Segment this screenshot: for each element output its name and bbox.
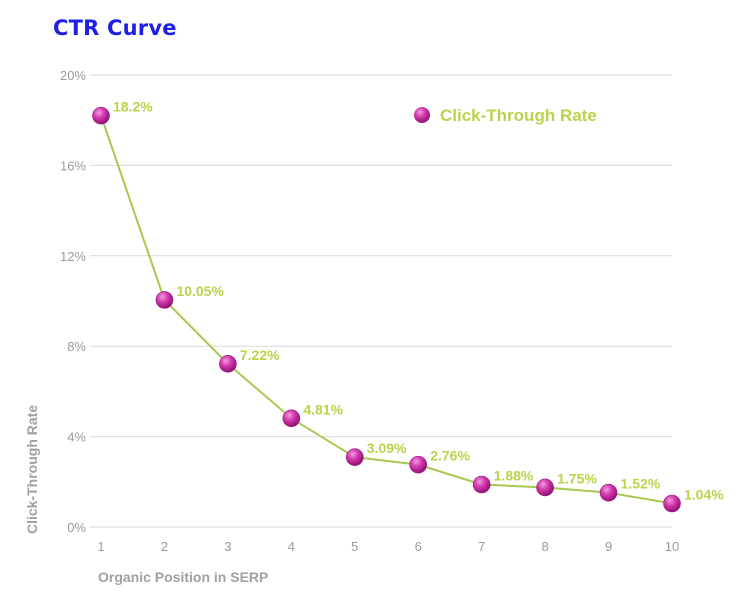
data-label: 1.52%	[621, 476, 661, 492]
series-line-layer	[100, 115, 673, 505]
series-line	[100, 115, 673, 505]
data-point	[345, 448, 364, 466]
y-tick-label: 20%	[60, 68, 86, 83]
x-tick-label: 6	[415, 539, 422, 554]
y-tick-label: 0%	[67, 520, 86, 535]
y-tick-label: 8%	[67, 339, 86, 354]
x-tick-label: 3	[224, 539, 231, 554]
legend-marker	[414, 107, 430, 123]
x-tick-label: 1	[97, 539, 104, 554]
chart-title: CTR Curve	[53, 16, 177, 40]
data-label: 1.04%	[684, 486, 724, 502]
legend: Click-Through Rate	[414, 106, 597, 125]
data-label: 3.09%	[367, 440, 407, 456]
x-tick-label: 8	[541, 539, 548, 554]
data-labels: 18.2% 10.05% 7.22% 4.81% 3.09% 2.76% 1.88% 1.75…	[113, 99, 724, 503]
series-markers	[92, 106, 681, 513]
data-label: 2.76%	[430, 448, 470, 464]
data-label: 4.81%	[303, 401, 343, 417]
x-axis-ticks: 1 2 3 4 5 6 7 8 9 10	[97, 539, 679, 554]
x-tick-label: 9	[605, 539, 612, 554]
y-axis-title: Click-Through Rate	[24, 405, 40, 534]
data-label: 18.2%	[113, 99, 153, 115]
y-tick-label: 12%	[60, 249, 86, 264]
x-tick-label: 7	[478, 539, 485, 554]
y-axis-ticks: 0% 4% 8% 12% 16% 20%	[60, 68, 86, 535]
data-point	[219, 355, 237, 373]
x-tick-label: 5	[351, 539, 358, 554]
data-label: 1.75%	[557, 470, 597, 486]
y-tick-label: 16%	[60, 158, 86, 173]
x-axis-title: Organic Position in SERP	[98, 569, 268, 585]
legend-label: Click-Through Rate	[440, 106, 597, 125]
data-point	[282, 409, 301, 428]
data-point	[409, 455, 428, 474]
x-tick-label: 2	[161, 539, 168, 554]
data-label: 7.22%	[240, 347, 280, 363]
data-point	[536, 478, 554, 497]
data-point	[472, 475, 491, 494]
data-point	[663, 494, 681, 513]
data-point	[92, 106, 110, 125]
x-tick-label: 10	[665, 539, 679, 554]
data-point	[599, 483, 618, 502]
x-tick-label: 4	[288, 539, 295, 554]
y-tick-label: 4%	[67, 430, 86, 445]
data-point	[155, 291, 174, 309]
data-label: 1.88%	[494, 468, 534, 484]
data-label: 10.05%	[176, 283, 224, 299]
grid	[90, 74, 672, 528]
